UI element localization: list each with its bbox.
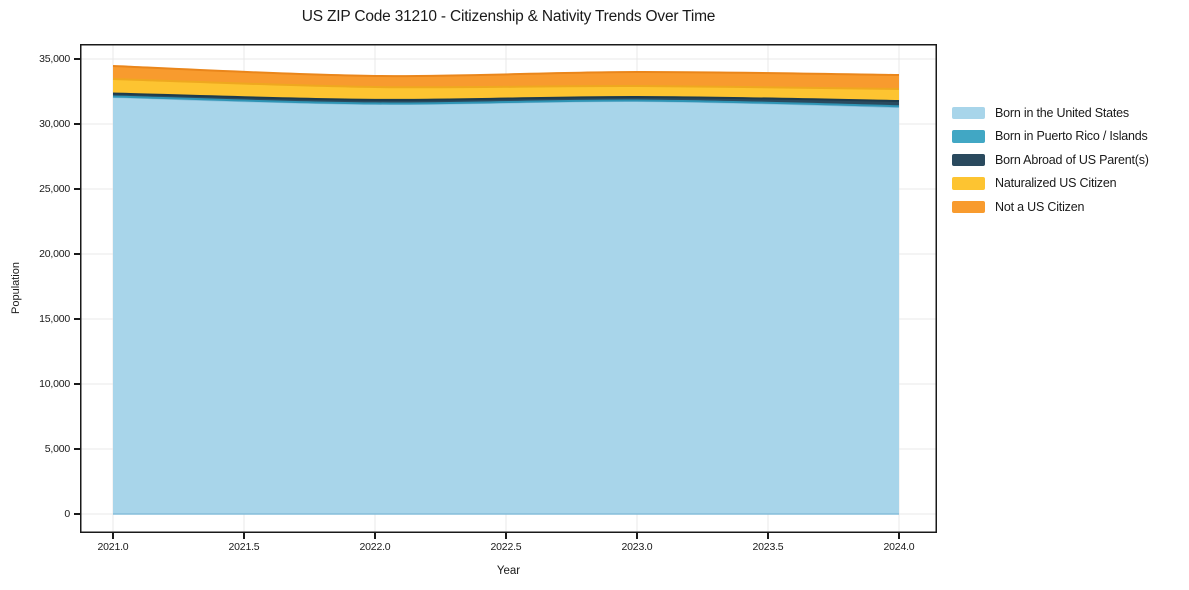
- legend-label: Not a US Citizen: [995, 199, 1085, 214]
- legend: Born in the United States Born in Puerto …: [952, 101, 1149, 219]
- chart-title: US ZIP Code 31210 - Citizenship & Nativi…: [301, 8, 716, 25]
- plot-area: [80, 44, 937, 533]
- x-tick-label: 2021.5: [228, 541, 260, 553]
- x-tick-label: 2021.0: [97, 541, 129, 553]
- x-tick-mark: [374, 533, 376, 539]
- y-tick-mark: [74, 383, 80, 385]
- y-tick-mark: [74, 123, 80, 125]
- legend-item-4: Not a US Citizen: [952, 195, 1149, 219]
- y-tick-label: 25,000: [39, 183, 70, 195]
- legend-item-2: Born Abroad of US Parent(s): [952, 148, 1149, 172]
- area-edge-3: [112, 78, 900, 91]
- x-tick-mark: [898, 533, 900, 539]
- x-tick-mark: [112, 533, 114, 539]
- area-series-0: [113, 96, 899, 515]
- y-tick-mark: [74, 318, 80, 320]
- stacked-area-chart: [80, 44, 937, 533]
- x-tick-mark: [767, 533, 769, 539]
- y-tick-label: 15,000: [39, 313, 70, 325]
- x-tick-label: 2023.5: [752, 541, 784, 553]
- y-tick-label: 0: [64, 508, 70, 520]
- legend-label: Born in the United States: [995, 105, 1129, 120]
- area-edge-2: [112, 92, 900, 102]
- y-tick-label: 5,000: [44, 443, 70, 455]
- legend-swatch: [952, 177, 985, 190]
- legend-item-1: Born in Puerto Rico / Islands: [952, 125, 1149, 149]
- x-tick-label: 2022.5: [490, 541, 522, 553]
- x-tick-label: 2022.0: [359, 541, 391, 553]
- legend-label: Born in Puerto Rico / Islands: [995, 129, 1148, 144]
- area-edge-1: [112, 95, 900, 108]
- legend-label: Naturalized US Citizen: [995, 176, 1117, 191]
- y-tick-mark: [74, 253, 80, 255]
- y-tick-label: 20,000: [39, 248, 70, 260]
- legend-swatch: [952, 153, 985, 166]
- legend-item-0: Born in the United States: [952, 101, 1149, 125]
- x-tick-mark: [505, 533, 507, 539]
- legend-swatch: [952, 106, 985, 119]
- x-tick-mark: [243, 533, 245, 539]
- legend-swatch: [952, 200, 985, 213]
- x-tick-mark: [636, 533, 638, 539]
- y-axis-label: Population: [10, 262, 22, 314]
- area-edge-4: [112, 65, 900, 78]
- y-tick-label: 35,000: [39, 53, 70, 65]
- y-tick-mark: [74, 448, 80, 450]
- y-tick-mark: [74, 188, 80, 190]
- y-tick-mark: [74, 58, 80, 60]
- legend-swatch: [952, 130, 985, 143]
- y-tick-label: 10,000: [39, 378, 70, 390]
- y-tick-label: 30,000: [39, 118, 70, 130]
- plot-frame: [80, 44, 937, 533]
- y-tick-mark: [74, 513, 80, 515]
- legend-item-3: Naturalized US Citizen: [952, 172, 1149, 196]
- x-tick-label: 2023.0: [621, 541, 653, 553]
- legend-label: Born Abroad of US Parent(s): [995, 152, 1149, 167]
- x-axis-label: Year: [496, 565, 521, 577]
- x-tick-label: 2024.0: [883, 541, 915, 553]
